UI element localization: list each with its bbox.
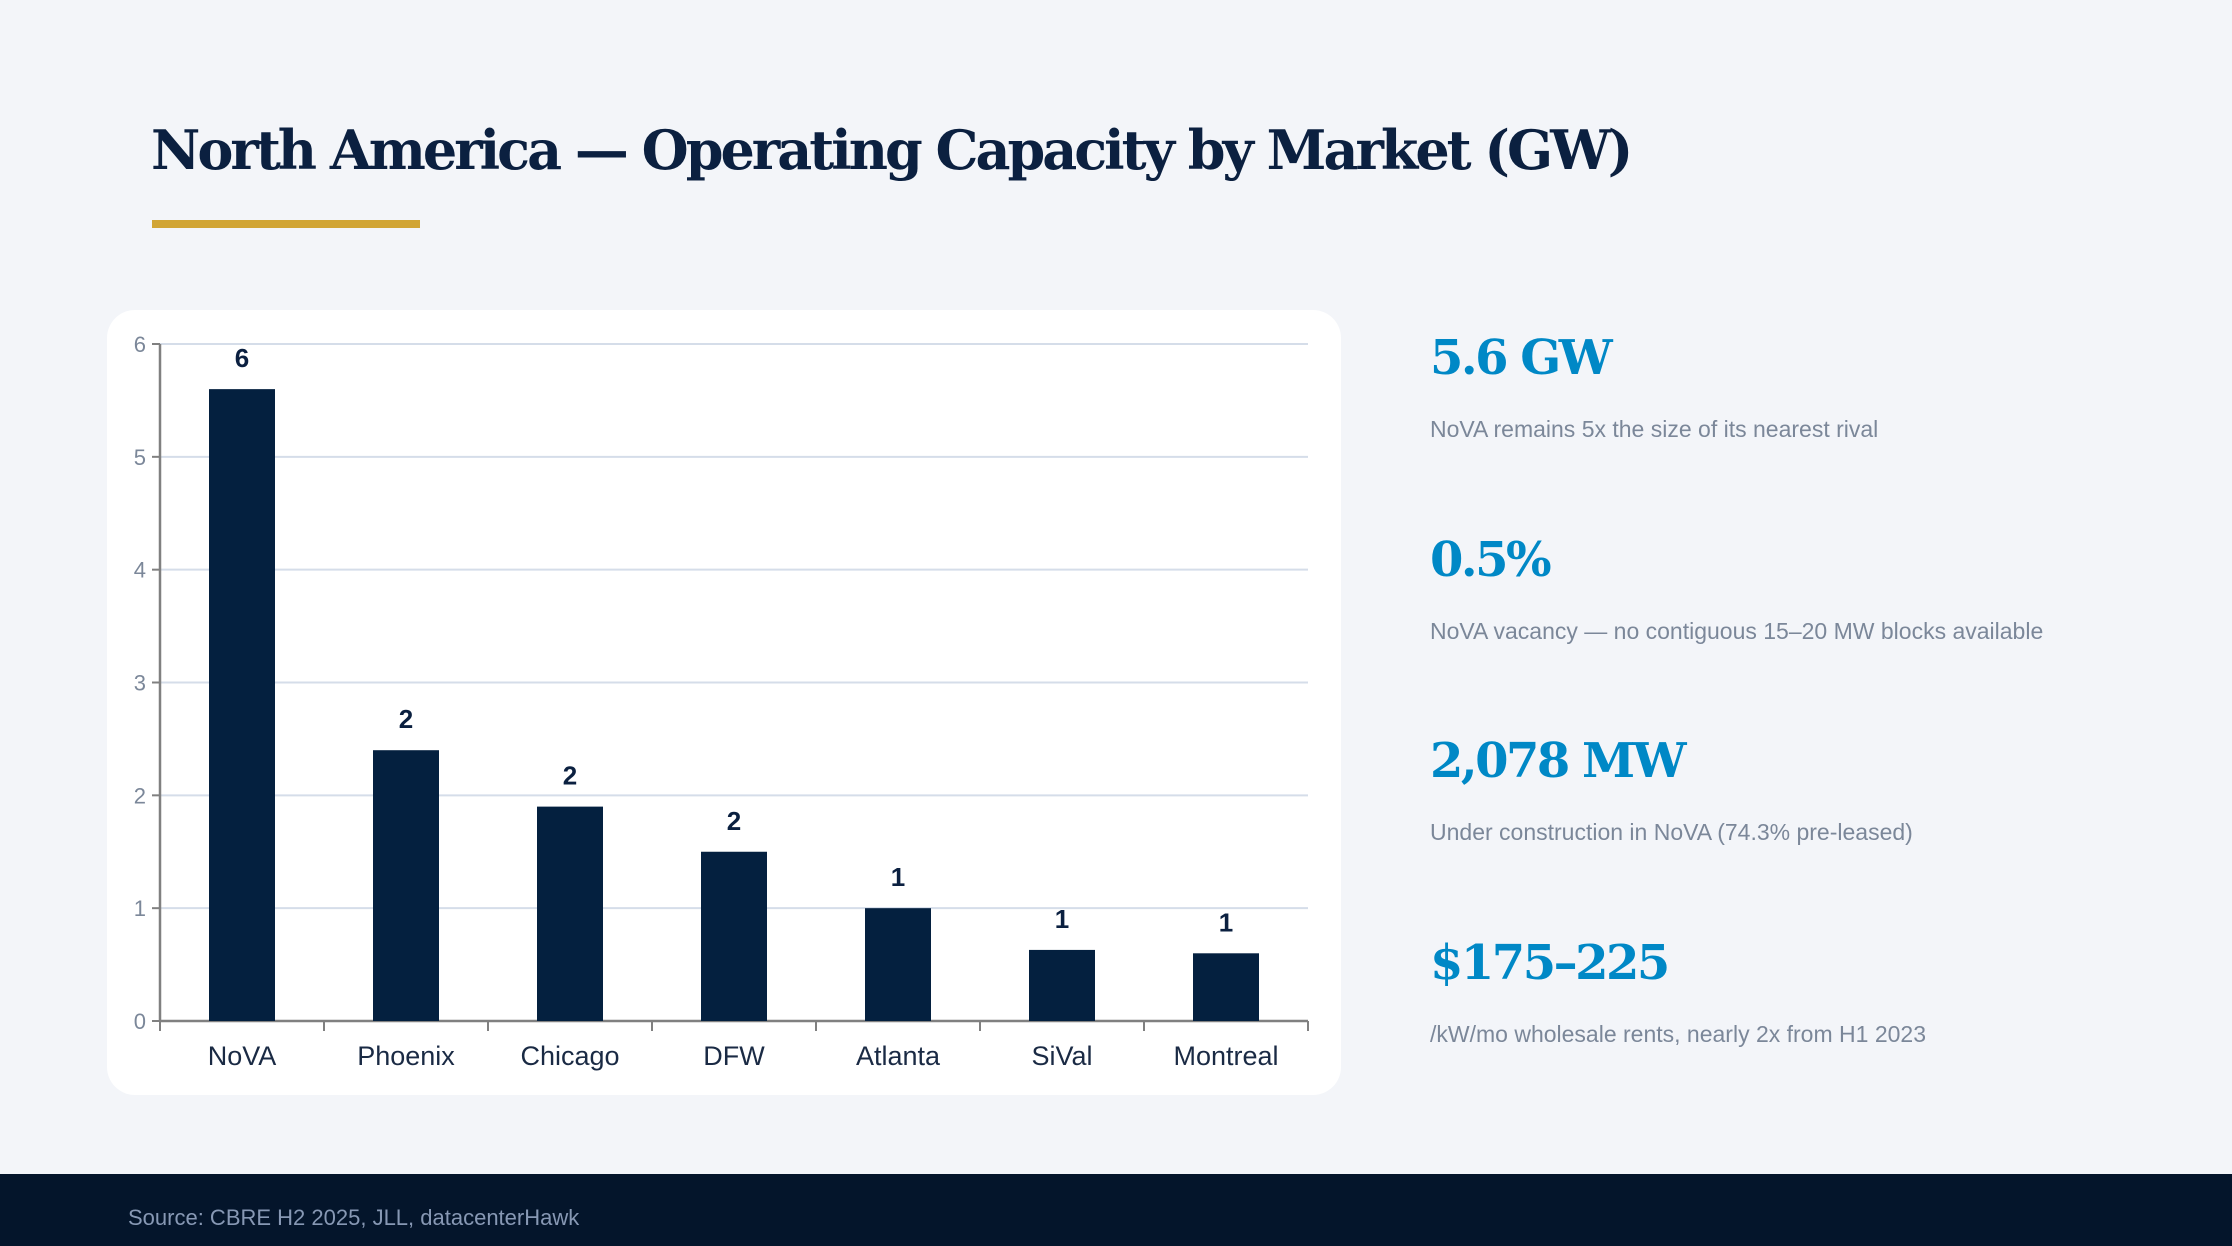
stat-value: $175–225	[1430, 935, 1670, 991]
data-label: 1	[891, 862, 905, 892]
y-tick-label: 1	[134, 896, 146, 921]
x-tick-label: Montreal	[1173, 1041, 1278, 1071]
y-tick-label: 2	[134, 783, 146, 808]
y-tick-label: 6	[134, 332, 146, 357]
bar-atlanta	[865, 908, 931, 1021]
data-label: 2	[399, 704, 413, 734]
y-tick-label: 4	[134, 558, 146, 583]
stat-nova-capacity: 5.6 GW NoVA remains 5x the size of its n…	[1430, 330, 1878, 443]
page-title: North America — Operating Capacity by Ma…	[151, 118, 1633, 182]
stat-description: Under construction in NoVA (74.3% pre-le…	[1430, 819, 1913, 845]
x-tick-label: Phoenix	[357, 1041, 455, 1071]
chart-card: 0 1 2 3 4 5 6 6 NoVA 2 Phoenix 2 Chicago 2 DFW 1 Atlanta…	[107, 310, 1341, 1095]
data-label: 2	[727, 806, 741, 836]
bar-nova	[209, 389, 275, 1022]
bar-dfw	[701, 851, 767, 1021]
source-note: Source: CBRE H2 2025, JLL, datacenterHaw…	[128, 1205, 580, 1230]
stat-value: 5.6 GW	[1430, 330, 1613, 386]
x-tick-label: Chicago	[520, 1041, 619, 1071]
stat-value: 0.5%	[1430, 532, 1552, 588]
stat-under-construction: 2,078 MW Under construction in NoVA (74.…	[1430, 733, 1913, 846]
stat-description: NoVA remains 5x the size of its nearest …	[1430, 416, 1879, 442]
data-label: 6	[235, 343, 249, 373]
bar-chicago	[537, 806, 603, 1021]
x-tick-label: DFW	[703, 1041, 765, 1071]
stat-nova-vacancy: 0.5% NoVA vacancy — no contiguous 15–20 …	[1430, 532, 2043, 645]
y-tick-label: 0	[134, 1009, 146, 1034]
stat-description: NoVA vacancy — no contiguous 15–20 MW bl…	[1430, 618, 2044, 644]
x-tick-label: NoVA	[208, 1041, 277, 1071]
y-tick-label: 3	[134, 671, 146, 696]
data-label: 1	[1055, 904, 1069, 934]
footer-bar	[0, 1174, 2232, 1246]
title-accent-rule	[152, 220, 420, 228]
stat-wholesale-rents: $175–225 /kW/mo wholesale rents, nearly …	[1430, 935, 1926, 1048]
y-tick-label: 5	[134, 445, 146, 470]
bar-chart: 0 1 2 3 4 5 6 6 NoVA 2 Phoenix 2 Chicago 2 DFW 1 Atlanta…	[134, 332, 1309, 1071]
stat-description: /kW/mo wholesale rents, nearly 2x from H…	[1430, 1021, 1926, 1047]
stat-value: 2,078 MW	[1430, 733, 1687, 789]
data-label: 2	[563, 761, 577, 791]
bar-sival	[1029, 949, 1095, 1021]
bar-phoenix	[373, 750, 439, 1021]
x-tick-label: Atlanta	[856, 1041, 941, 1071]
data-label: 1	[1219, 907, 1233, 937]
bar-montreal	[1193, 953, 1259, 1021]
x-tick-label: SiVal	[1031, 1041, 1092, 1071]
